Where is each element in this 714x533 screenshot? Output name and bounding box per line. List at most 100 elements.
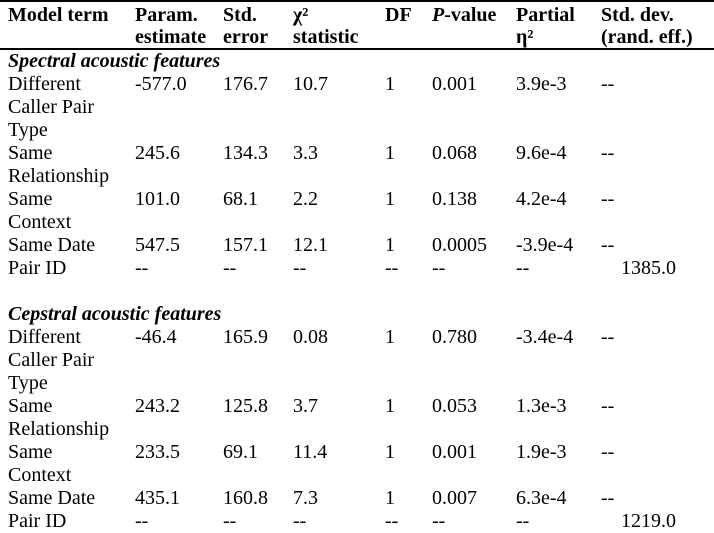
cell-df: 1 bbox=[385, 73, 395, 95]
cell-partial-eta-sq: -3.9e-4 bbox=[516, 234, 574, 256]
cell-chi-sq-statistic: 2.2 bbox=[293, 188, 318, 210]
cell-p-value: 0.001 bbox=[432, 73, 477, 95]
table-row: Pair ID -- -- -- -- -- -- 1219.0 bbox=[0, 510, 714, 533]
cell-param-estimate: 435.1 bbox=[135, 487, 180, 509]
cell-model-term: Same Context bbox=[8, 441, 72, 486]
cell-df: -- bbox=[385, 257, 399, 279]
cell-std-error: 157.1 bbox=[223, 234, 268, 256]
cell-chi-sq-statistic: -- bbox=[293, 510, 307, 532]
cell-partial-eta-sq: 6.3e-4 bbox=[516, 487, 567, 509]
col-header-std-dev-rand-eff: Std. dev. (rand. eff.) bbox=[601, 1, 714, 50]
table-row: Pair ID -- -- -- -- -- -- 1385.0 bbox=[0, 257, 714, 280]
table-row: Different Caller Pair Type -46.4 165.9 0.08… bbox=[0, 326, 714, 395]
cell-chi-sq-statistic: 3.3 bbox=[293, 142, 318, 164]
cell-partial-eta-sq: -- bbox=[516, 257, 530, 279]
cell-p-value: -- bbox=[432, 257, 446, 279]
cell-p-value: 0.068 bbox=[432, 142, 477, 164]
p-value-italic-p: P bbox=[432, 4, 445, 26]
cell-std-error: 160.8 bbox=[223, 487, 268, 509]
cell-partial-eta-sq: 3.9e-3 bbox=[516, 73, 567, 95]
cell-std-dev-rand-eff: -- bbox=[601, 73, 615, 95]
cell-p-value: 0.138 bbox=[432, 188, 477, 210]
cell-model-term: Pair ID bbox=[8, 510, 67, 532]
section-header-row: Cepstral acoustic features bbox=[0, 303, 714, 326]
table-row: Different Caller Pair Type -577.0 176.7 10.… bbox=[0, 73, 714, 142]
cell-param-estimate: 101.0 bbox=[135, 188, 180, 210]
cell-std-dev-rand-eff: -- bbox=[601, 142, 615, 164]
cell-partial-eta-sq: 9.6e-4 bbox=[516, 142, 567, 164]
cell-std-dev-rand-eff: -- bbox=[601, 487, 615, 509]
table-body: Spectral acoustic features Different Call… bbox=[0, 49, 714, 533]
cell-std-error: 165.9 bbox=[223, 326, 268, 348]
col-header-param-estimate: Param. estimate bbox=[135, 1, 223, 50]
col-header-std-error: Std. error bbox=[223, 1, 293, 50]
cell-partial-eta-sq: 1.3e-3 bbox=[516, 395, 567, 417]
cell-std-error: -- bbox=[223, 510, 237, 532]
cell-param-estimate: -577.0 bbox=[135, 73, 187, 95]
table-row: Same Context 233.5 69.1 11.4 1 0.001 1.9e-3 -- bbox=[0, 441, 714, 487]
cell-df: 1 bbox=[385, 234, 395, 256]
cell-std-dev-rand-eff: 1385.0 bbox=[621, 257, 676, 279]
cell-model-term: Same Relationship bbox=[8, 142, 110, 187]
cell-df: 1 bbox=[385, 326, 395, 348]
cell-std-dev-rand-eff: -- bbox=[601, 326, 615, 348]
cell-model-term: Same Date bbox=[8, 487, 96, 509]
cell-std-dev-rand-eff: -- bbox=[601, 234, 615, 256]
cell-std-error: 176.7 bbox=[223, 73, 268, 95]
section-spacer bbox=[0, 280, 714, 303]
cell-partial-eta-sq: 4.2e-4 bbox=[516, 188, 567, 210]
cell-std-dev-rand-eff: -- bbox=[601, 395, 615, 417]
col-header-chi-sq-statistic: χ² statistic bbox=[293, 1, 385, 50]
cell-chi-sq-statistic: 10.7 bbox=[293, 73, 328, 95]
col-header-model-term: Model term bbox=[0, 1, 135, 50]
cell-df: 1 bbox=[385, 487, 395, 509]
cell-df: 1 bbox=[385, 441, 395, 463]
col-header-partial-eta-sq: Partial η² bbox=[516, 1, 601, 50]
cell-param-estimate: 547.5 bbox=[135, 234, 180, 256]
cell-model-term: Pair ID bbox=[8, 257, 67, 279]
header-row: Model term Param. estimate Std. error χ²… bbox=[0, 1, 714, 50]
cell-chi-sq-statistic: 3.7 bbox=[293, 395, 318, 417]
cell-std-error: 125.8 bbox=[223, 395, 268, 417]
cell-chi-sq-statistic: 11.4 bbox=[293, 441, 328, 463]
cell-param-estimate: 233.5 bbox=[135, 441, 180, 463]
table-row: Same Relationship 245.6 134.3 3.3 1 0.068 9.6e… bbox=[0, 142, 714, 188]
cell-model-term: Different Caller Pair Type bbox=[8, 326, 95, 394]
cell-p-value: 0.0005 bbox=[432, 234, 487, 256]
cell-std-error: 69.1 bbox=[223, 441, 258, 463]
cell-param-estimate: -- bbox=[135, 510, 149, 532]
cell-p-value: 0.007 bbox=[432, 487, 477, 509]
table-row: Same Relationship 243.2 125.8 3.7 1 0.053 1.3e… bbox=[0, 395, 714, 441]
cell-std-dev-rand-eff: -- bbox=[601, 188, 615, 210]
table-row: Same Date 547.5 157.1 12.1 1 0.0005 -3.9e-4 -- bbox=[0, 234, 714, 257]
cell-partial-eta-sq: -3.4e-4 bbox=[516, 326, 574, 348]
section-title: Cepstral acoustic features bbox=[8, 303, 222, 325]
cell-chi-sq-statistic: -- bbox=[293, 257, 307, 279]
section-header-row: Spectral acoustic features bbox=[0, 49, 714, 73]
cell-partial-eta-sq: -- bbox=[516, 510, 530, 532]
cell-param-estimate: 245.6 bbox=[135, 142, 180, 164]
cell-model-term: Same Date bbox=[8, 234, 96, 256]
cell-model-term: Same Context bbox=[8, 188, 72, 233]
col-header-p-value: P-value bbox=[432, 1, 516, 50]
cell-param-estimate: 243.2 bbox=[135, 395, 180, 417]
cell-chi-sq-statistic: 12.1 bbox=[293, 234, 328, 256]
p-value-rest: -value bbox=[444, 4, 497, 26]
cell-std-dev-rand-eff: 1219.0 bbox=[621, 510, 676, 532]
cell-df: 1 bbox=[385, 188, 395, 210]
cell-partial-eta-sq: 1.9e-3 bbox=[516, 441, 567, 463]
cell-std-error: 68.1 bbox=[223, 188, 258, 210]
table-row: Same Context 101.0 68.1 2.2 1 0.138 4.2e-4 -- bbox=[0, 188, 714, 234]
cell-p-value: 0.780 bbox=[432, 326, 477, 348]
table-row: Same Date 435.1 160.8 7.3 1 0.007 6.3e-4 -- bbox=[0, 487, 714, 510]
cell-p-value: 0.001 bbox=[432, 441, 477, 463]
cell-std-error: 134.3 bbox=[223, 142, 268, 164]
cell-p-value: -- bbox=[432, 510, 446, 532]
section-title: Spectral acoustic features bbox=[8, 50, 221, 72]
section-spacer-cell bbox=[0, 280, 714, 303]
cell-param-estimate: -46.4 bbox=[135, 326, 177, 348]
cell-chi-sq-statistic: 7.3 bbox=[293, 487, 318, 509]
cell-std-error: -- bbox=[223, 257, 237, 279]
cell-df: 1 bbox=[385, 395, 395, 417]
